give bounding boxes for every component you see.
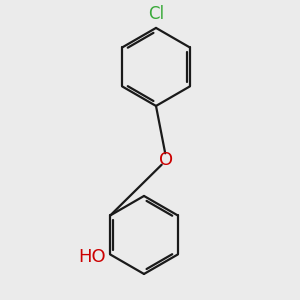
Text: HO: HO — [78, 248, 106, 266]
Text: Cl: Cl — [148, 5, 164, 23]
Text: O: O — [159, 151, 174, 169]
